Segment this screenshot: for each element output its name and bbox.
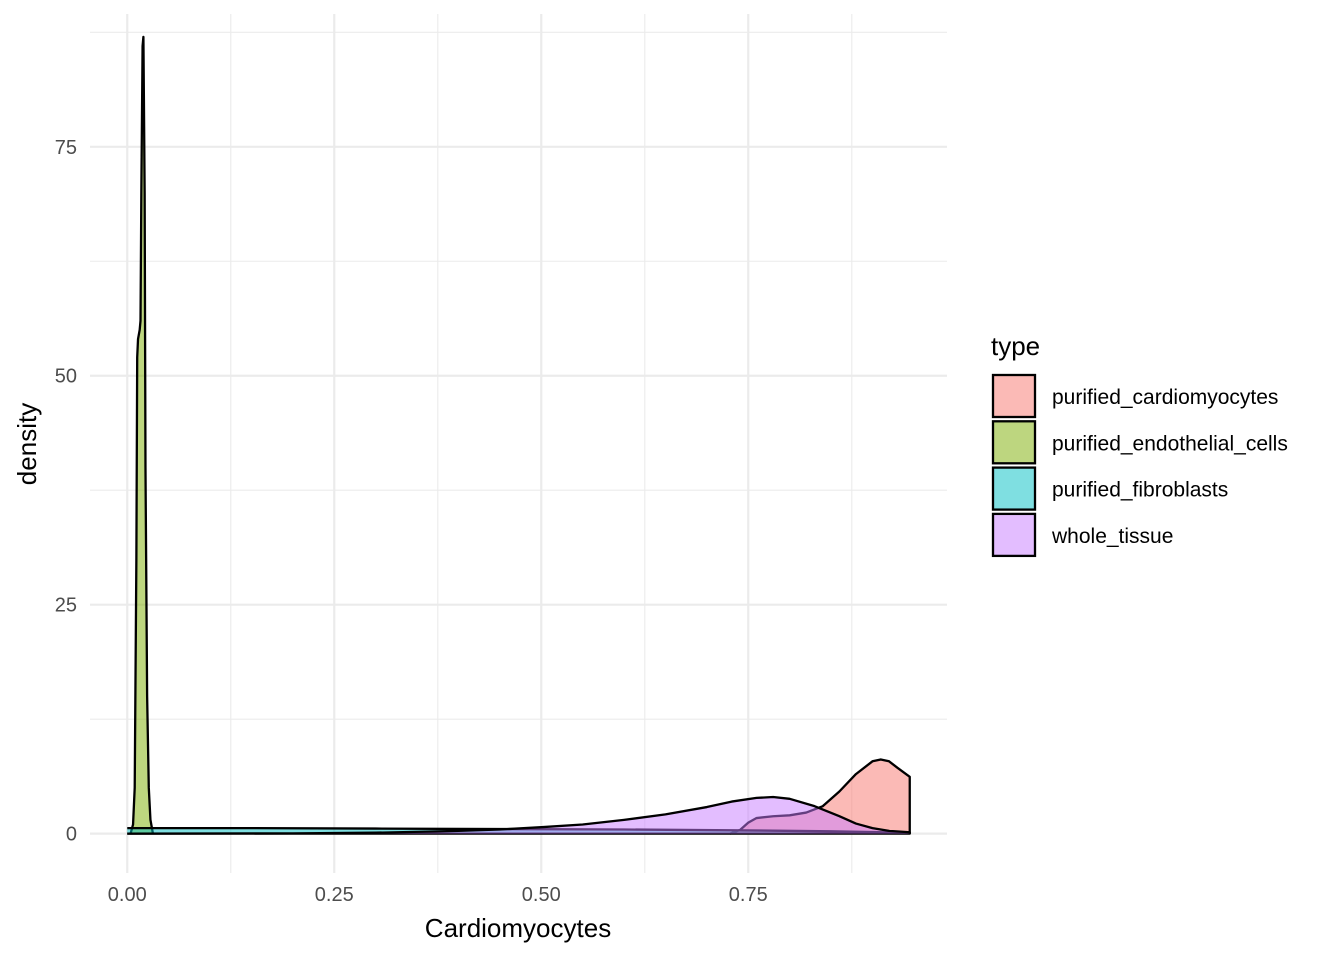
major-gridlines [90, 14, 947, 873]
legend-label: purified_endothelial_cells [1052, 432, 1288, 455]
x-tick-label: 0.25 [315, 884, 354, 906]
x-tick-label: 0.50 [522, 884, 561, 906]
legend-swatch-purified-endothelial-cells [991, 420, 1037, 465]
density-area-purified-cardiomyocytes [730, 759, 910, 834]
legend-label: purified_cardiomyocytes [1052, 386, 1278, 409]
x-axis-ticks: 0.00 0.25 0.50 0.75 [108, 884, 768, 906]
legend-swatch-purified-cardiomyocytes [991, 373, 1037, 419]
density-line-whole-tissue [127, 795, 911, 835]
y-tick-label: 75 [55, 137, 77, 159]
x-tick-label: 0.75 [729, 884, 768, 906]
y-tick-label: 0 [66, 824, 77, 846]
y-axis-title: density [12, 403, 42, 485]
legend-swatch-purified-fibroblasts [991, 466, 1037, 511]
x-axis-title: Cardiomyocytes [425, 913, 611, 943]
x-tick-label: 0.00 [108, 884, 147, 906]
density-areas [127, 35, 911, 835]
legend: type purified_cardiomyocytes purified_end… [991, 331, 1288, 558]
y-tick-label: 50 [55, 366, 77, 388]
legend-label: purified_fibroblasts [1052, 479, 1228, 502]
legend-title: type [991, 331, 1040, 361]
legend-swatch-whole-tissue [991, 512, 1037, 558]
density-line-purified-endothelial-cells [129, 35, 155, 834]
legend-items: purified_cardiomyocytes purified_endothel… [991, 373, 1288, 558]
legend-label: whole_tissue [1051, 525, 1173, 548]
y-axis-ticks: 0 25 50 75 [55, 137, 77, 846]
minor-gridlines [90, 14, 947, 873]
y-tick-label: 25 [55, 595, 77, 617]
